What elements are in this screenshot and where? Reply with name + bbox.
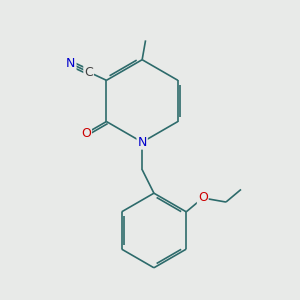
- Text: N: N: [137, 136, 147, 148]
- Text: N: N: [66, 57, 76, 70]
- Text: O: O: [198, 191, 208, 205]
- Text: C: C: [84, 65, 93, 79]
- Text: O: O: [81, 127, 91, 140]
